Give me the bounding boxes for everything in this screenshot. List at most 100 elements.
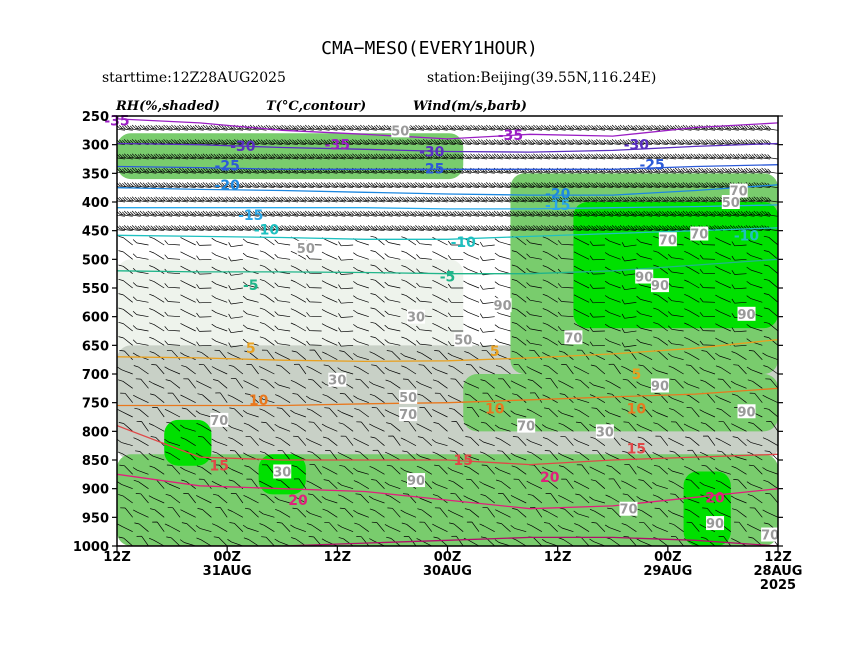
wind-barb (525, 139, 542, 146)
wind-barb (117, 439, 133, 447)
wind-barb (423, 196, 440, 203)
wind-barb (193, 116, 196, 117)
wind-barb (746, 481, 763, 490)
wind-barb (753, 167, 771, 174)
temperature-contours (117, 118, 778, 546)
wind-barb (210, 182, 228, 189)
wind-barb (501, 225, 519, 232)
x-tick-label: 12Z (103, 550, 131, 565)
wind-barb (306, 408, 322, 418)
wind-barb (180, 237, 196, 246)
wind-barb (328, 153, 346, 160)
wind-barb (704, 116, 708, 117)
wind-barb (564, 225, 582, 232)
wind-barb (399, 182, 417, 189)
wind-barb (246, 478, 259, 489)
wind-barb (423, 182, 440, 189)
wind-barb (258, 396, 275, 404)
wind-barb (196, 298, 212, 304)
wind-barb (761, 153, 778, 160)
wind-barb (291, 422, 307, 432)
wind-barb (556, 124, 574, 131)
wind-barb (419, 407, 433, 418)
wind-barb (432, 409, 448, 418)
wind-barb (166, 464, 181, 475)
temp-label: -30 (419, 145, 445, 161)
wind-barb (356, 421, 370, 432)
wind-barb (403, 421, 417, 432)
wind-barb (153, 116, 157, 117)
wind-barb (306, 312, 322, 318)
wind-barb (290, 452, 307, 461)
wind-barb (211, 295, 228, 303)
wind-barb (257, 182, 275, 189)
wind-barb (290, 524, 307, 533)
wind-barb (339, 393, 354, 403)
wind-barb (353, 365, 369, 375)
wind-barb (501, 196, 519, 203)
wind-barb (548, 196, 566, 203)
wind-barb (706, 196, 723, 203)
wind-barb (274, 296, 291, 303)
wind-barb (649, 116, 653, 117)
wind-barb (479, 523, 495, 533)
wind-barb (447, 509, 464, 518)
wind-barb (281, 124, 299, 131)
wind-barb (290, 322, 307, 332)
wind-barb (729, 153, 747, 160)
wind-barb (290, 336, 307, 346)
wind-barb (228, 242, 243, 248)
wind-barb (131, 124, 149, 131)
wind-barb (652, 494, 668, 504)
wind-barb (202, 139, 220, 146)
wind-barb (572, 153, 590, 160)
wind-barb (635, 124, 653, 131)
wind-barb (590, 479, 606, 489)
wind-barb (370, 436, 385, 446)
wind-barb (594, 116, 597, 117)
wind-barb (667, 325, 684, 332)
wind-barb (736, 116, 739, 117)
wind-barb (148, 380, 165, 389)
wind-barb (432, 451, 448, 461)
wind-barb (261, 536, 275, 546)
wind-barb (265, 225, 283, 232)
wind-barb (589, 255, 605, 261)
wind-barb (211, 280, 228, 289)
wind-barb (589, 241, 605, 246)
wind-barb (306, 297, 322, 303)
wind-barb (387, 507, 401, 518)
rh-label: 90 (737, 308, 755, 323)
wind-barb (337, 367, 354, 375)
wind-barb (715, 467, 731, 475)
wind-barb (533, 124, 550, 131)
wind-barb (596, 182, 613, 189)
wind-barb (462, 124, 480, 131)
wind-barb (654, 507, 669, 518)
wind-barb (479, 256, 495, 261)
wind-barb (274, 424, 291, 432)
wind-barb (180, 294, 196, 303)
wind-barb (337, 524, 354, 533)
wind-barb (484, 116, 487, 117)
wind-barb (431, 439, 448, 447)
wind-barb (367, 124, 385, 131)
rh-label-box (407, 473, 426, 488)
rh-region-90 (164, 419, 212, 466)
rh-label-box (399, 407, 418, 422)
wind-barb (463, 280, 480, 289)
temp-label: 10 (249, 393, 269, 409)
wind-barb (194, 153, 212, 160)
wind-barb (619, 225, 637, 232)
wind-barb (636, 295, 653, 303)
wind-barb (603, 225, 621, 232)
wind-barb (117, 366, 133, 375)
rh-label: 90 (706, 517, 724, 532)
wind-barb (611, 196, 629, 203)
wind-barb (627, 225, 645, 232)
wind-barb (557, 297, 574, 303)
wind-barb (132, 339, 149, 346)
wind-barb (291, 465, 307, 475)
wind-barb (123, 124, 141, 131)
wind-barb (369, 351, 385, 361)
